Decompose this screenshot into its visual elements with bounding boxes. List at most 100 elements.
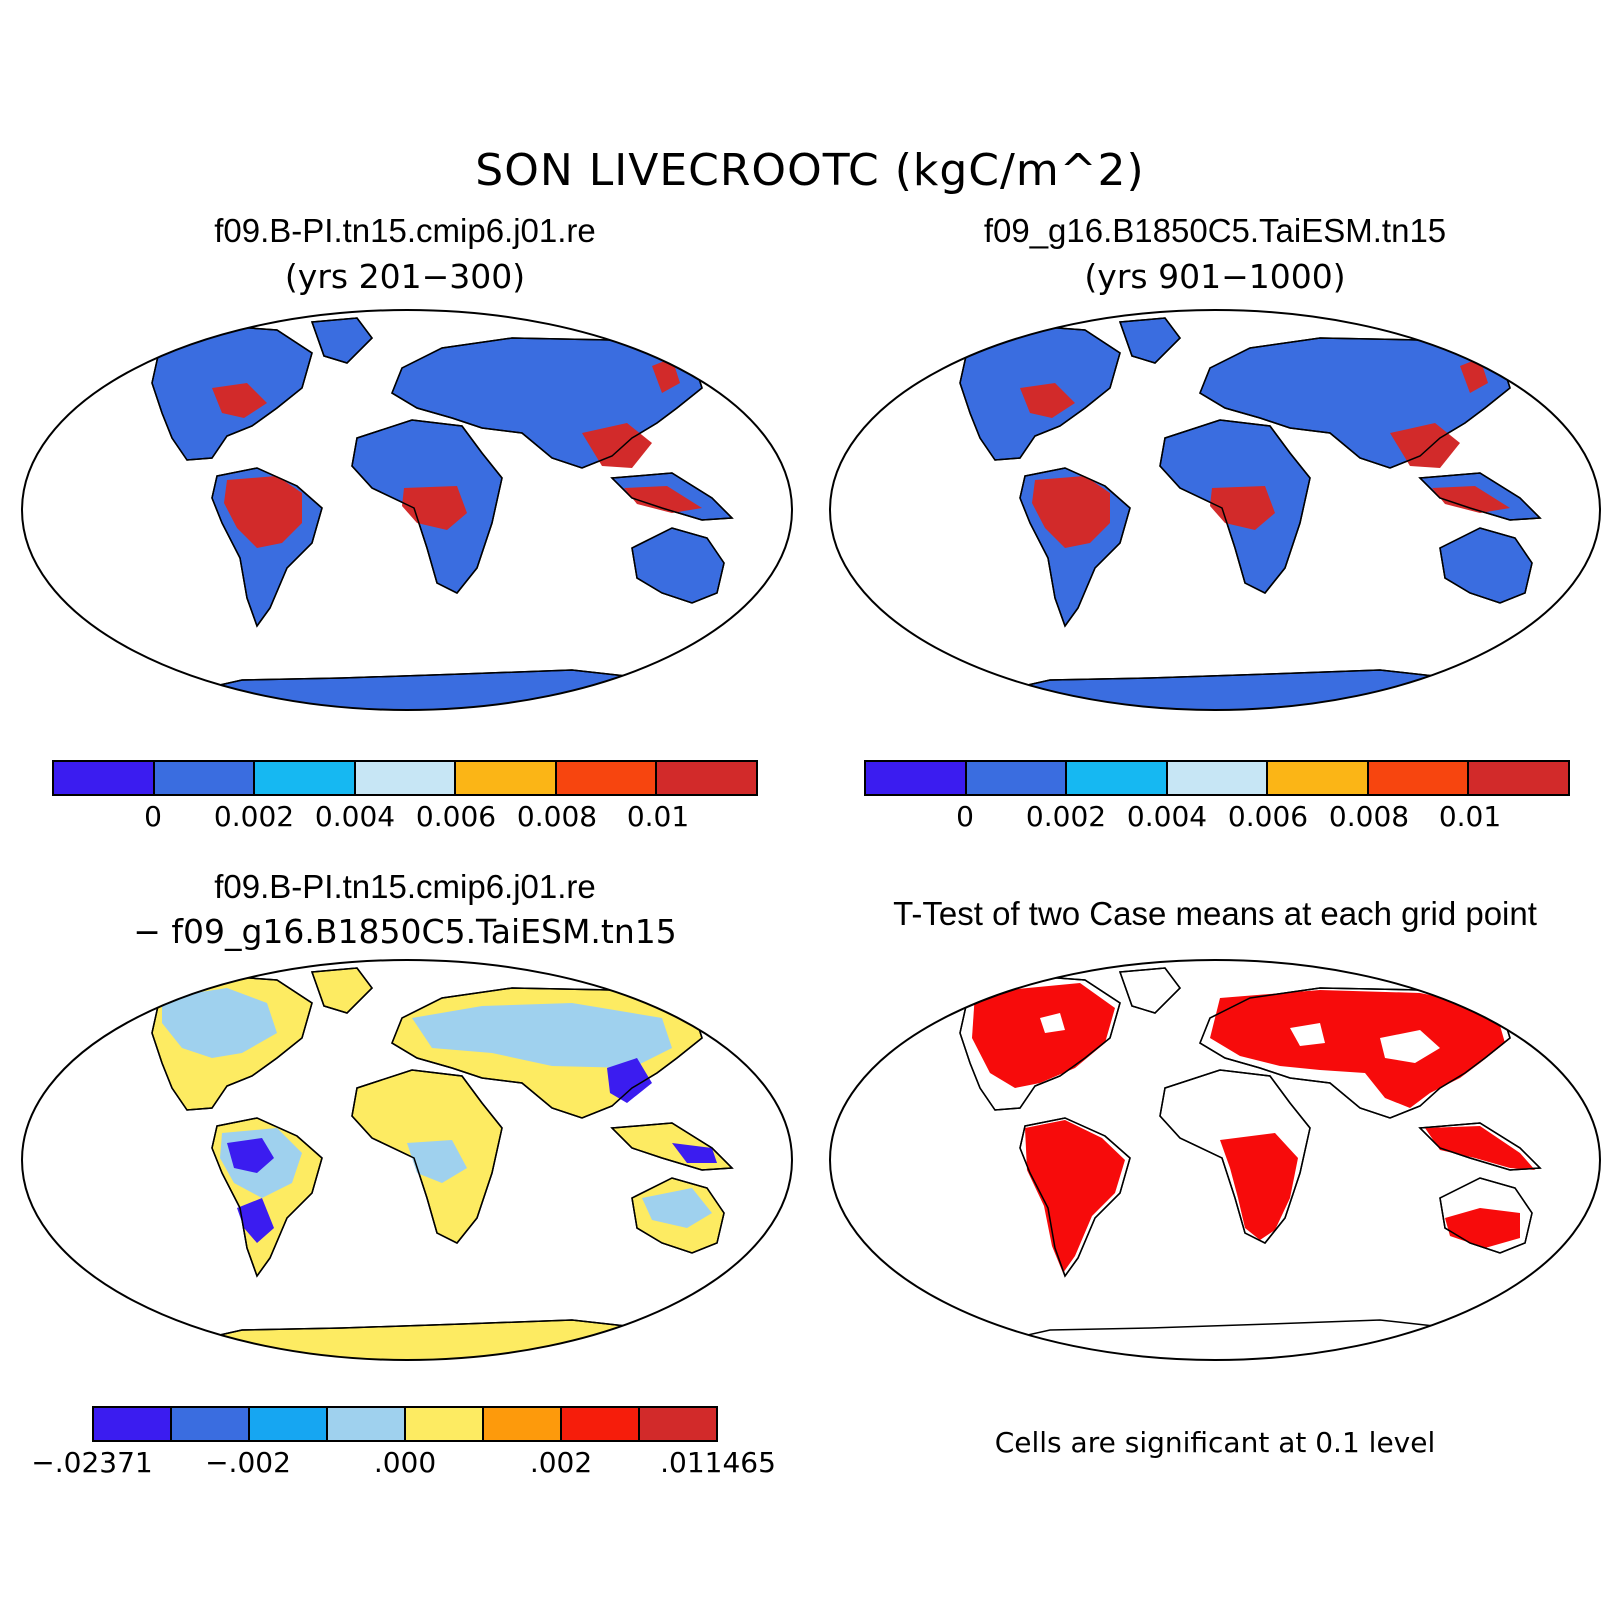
colorbar-swatch: [54, 762, 155, 794]
land-region: [407, 1140, 467, 1183]
colorbar-swatch: [1167, 762, 1269, 794]
colorbar-swatch: [94, 1408, 172, 1440]
colorbar-swatch: [355, 762, 457, 794]
panel3-tick-label: −.02371: [31, 1446, 153, 1479]
colorbar-swatch: [1368, 762, 1470, 794]
land-region: [162, 988, 277, 1058]
colorbar-swatch: [562, 1408, 640, 1440]
land-region: [959, 325, 1121, 461]
panel2-subtitle: (yrs 901−1000): [1084, 257, 1346, 296]
land-region: [1199, 337, 1511, 469]
panel1-tick-label: 0.002: [213, 800, 295, 833]
panel1-land: [151, 317, 734, 710]
land-region: [631, 1177, 725, 1254]
map-frame: [21, 959, 793, 1361]
land-region: [1199, 987, 1511, 1119]
land-region: [1159, 1069, 1311, 1244]
colorbar-swatch: [640, 1408, 716, 1440]
land-region: [1418, 472, 1542, 521]
panel1-subtitle: (yrs 201−300): [284, 257, 526, 296]
panel3-title: f09.B-PI.tn15.cmip6.j01.re: [214, 868, 596, 905]
land-region: [351, 1069, 503, 1244]
land-region: [1432, 486, 1510, 513]
panel2-tick-label: 0.006: [1227, 800, 1309, 833]
panel2-tick-label: 0.004: [1126, 800, 1208, 833]
land-region: [160, 669, 664, 710]
land-region: [1439, 527, 1533, 604]
figure-title: SON LIVECROOTC (kgC/m^2): [475, 145, 1145, 196]
land-region: [1390, 423, 1460, 468]
land-region: [151, 975, 313, 1111]
land-region: [631, 527, 725, 604]
panel3-tick-label: −.002: [205, 1446, 291, 1479]
land-region: [412, 1003, 672, 1068]
land-region: [1032, 476, 1110, 548]
map-frame: [21, 309, 793, 711]
land-region: [610, 1122, 734, 1171]
land-region: [211, 1117, 323, 1278]
panel3-tick-label: .000: [373, 1446, 437, 1479]
land-region: [959, 975, 1121, 1111]
panel3-tick-label: .011465: [660, 1446, 776, 1479]
panel2-colorbar: [864, 760, 1570, 796]
land-region: [1290, 1023, 1325, 1046]
panel3-subtitle: − f09_g16.B1850C5.TaiESM.tn15: [133, 912, 677, 951]
panel2-tick-label: 0.01: [1438, 800, 1502, 833]
panel1-tick-label: 0.01: [626, 800, 690, 833]
panel4-note: Cells are significant at 0.1 level: [994, 1426, 1436, 1459]
colorbar-swatch: [484, 1408, 562, 1440]
land-region: [310, 967, 373, 1014]
panel2-tick-label: 0: [956, 800, 974, 833]
land-region: [1025, 1120, 1125, 1273]
panel2-land: [959, 317, 1542, 710]
panel2-title: f09_g16.B1850C5.TaiESM.tn15: [983, 212, 1447, 249]
colorbar-swatch: [328, 1408, 406, 1440]
colorbar-swatch: [406, 1408, 484, 1440]
panel3-map: [21, 959, 793, 1361]
panel1-map: [21, 309, 793, 711]
panel1-tick-label: 0.004: [314, 800, 396, 833]
land-region: [1040, 1013, 1065, 1033]
panel1-tick-label: 0.006: [415, 800, 497, 833]
land-region: [160, 1319, 664, 1360]
land-region: [1418, 1122, 1542, 1171]
land-region: [624, 486, 702, 513]
land-region: [212, 383, 267, 418]
colorbar-swatch: [250, 1408, 328, 1440]
land-region: [1210, 990, 1505, 1108]
panel2-tick-label: 0.008: [1328, 800, 1410, 833]
land-region: [1118, 967, 1181, 1014]
colorbar-swatch: [966, 762, 1068, 794]
colorbar-swatch: [657, 762, 757, 794]
colorbar-swatch: [255, 762, 356, 794]
colorbar-swatch: [866, 762, 967, 794]
land-region: [607, 1058, 652, 1103]
land-region: [672, 1143, 717, 1163]
map-frame: [829, 959, 1601, 1361]
panel1-tick-label: 0.008: [516, 800, 598, 833]
land-region: [610, 472, 734, 521]
land-region: [652, 358, 680, 393]
land-region: [1019, 467, 1131, 628]
land-region: [582, 423, 652, 468]
land-region: [1439, 1177, 1533, 1254]
panel1-title: f09.B-PI.tn15.cmip6.j01.re: [214, 212, 596, 249]
land-region: [1020, 383, 1075, 418]
land-region: [1118, 317, 1181, 364]
land-region: [642, 1188, 712, 1228]
panel2-tick-label: 0.002: [1025, 800, 1107, 833]
land-region: [1460, 358, 1488, 393]
land-region: [310, 317, 373, 364]
land-region: [1380, 1030, 1440, 1063]
land-region: [1445, 1208, 1520, 1248]
land-region: [1159, 419, 1311, 594]
panel3-colorbar: [92, 1406, 718, 1442]
panel2-map: [829, 309, 1601, 711]
map-frame: [829, 309, 1601, 711]
colorbar-swatch: [154, 762, 256, 794]
colorbar-swatch: [556, 762, 658, 794]
land-region: [1425, 1126, 1535, 1170]
panel4-title: T-Test of two Case means at each grid po…: [893, 895, 1537, 932]
panel1-tick-label: 0: [144, 800, 162, 833]
panel4-map: [829, 959, 1601, 1361]
